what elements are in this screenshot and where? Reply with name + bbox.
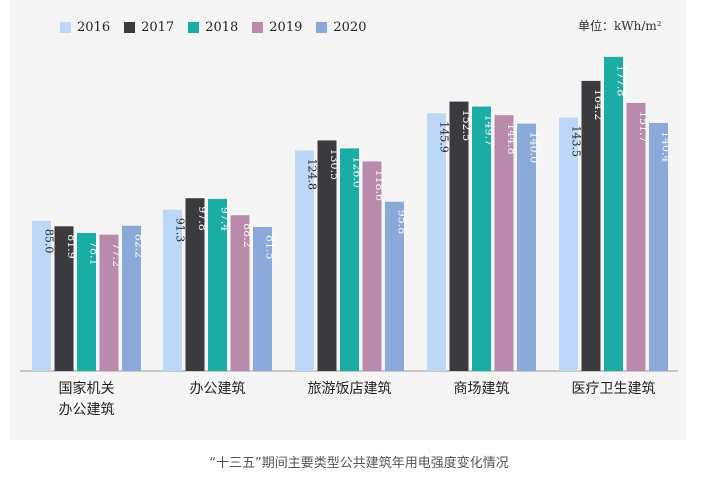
data-label-2020-cat-3: 140.0 [528,132,541,164]
legend: 2016 2017 2018 2019 2020 [60,20,366,35]
bar-2017-cat-2 [317,140,337,371]
legend-swatch-2016 [60,22,71,33]
category-label-0-line-0: 国家机关 [59,380,115,397]
legend-label-2016: 2016 [77,20,111,35]
bar-2017-cat-4 [581,80,601,371]
bar-2017-cat-1 [185,198,205,371]
legend-label-2020: 2020 [333,20,367,35]
unit-label: 单位：kWh/m² [578,19,662,33]
data-label-2016-cat-0: 85.0 [43,229,56,254]
data-label-2018-cat-1: 97.4 [219,207,232,232]
data-label-2019-cat-2: 118.6 [373,169,386,201]
bar-2016-cat-1 [163,209,182,371]
legend-swatch-2018 [188,22,200,33]
data-label-2018-cat-0: 78.1 [88,241,101,265]
bar-2019-cat-3 [494,115,514,371]
legend-label-2017: 2017 [141,20,175,35]
legend-item-2017: 2017 [124,20,174,35]
legend-swatch-2019 [252,22,264,33]
data-label-2018-cat-3: 149.7 [483,115,496,147]
bar-2020-cat-4 [649,122,668,372]
data-label-2016-cat-4: 143.5 [570,125,583,157]
bar-2016-cat-4 [559,117,578,371]
data-label-2020-cat-1: 81.5 [264,235,277,260]
category-label-1: 办公建筑 [190,381,246,397]
data-label-2019-cat-1: 88.2 [241,223,254,248]
legend-label-2019: 2019 [269,20,303,35]
data-label-2017-cat-1: 97.8 [196,206,209,231]
data-label-2018-cat-4: 177.8 [615,65,628,97]
data-label-2020-cat-4: 140.4 [660,131,673,163]
bar-2020-cat-1 [253,227,272,371]
bar-2019-cat-4 [626,102,646,371]
data-label-2016-cat-2: 124.8 [306,159,319,191]
data-label-2019-cat-0: 77.2 [110,243,123,268]
data-label-2019-cat-4: 151.7 [637,111,650,143]
bar-2019-cat-0 [99,234,119,371]
category-label-0-line-1: 办公建筑 [59,402,115,418]
bar-2016-cat-0 [32,220,51,371]
legend-swatch-2017 [124,22,136,33]
data-label-2018-cat-2: 126.0 [351,156,364,188]
legend-item-2019: 2019 [252,20,302,35]
bar-2016-cat-2 [295,150,314,371]
data-label-2017-cat-3: 152.5 [460,110,473,142]
bar-2018-cat-0 [77,233,96,371]
bar-2020-cat-3 [517,123,536,372]
bar-2018-cat-4 [604,56,623,372]
category-label-4: 医疗卫生建筑 [572,381,656,397]
bar-2019-cat-2 [362,161,382,371]
bar-2018-cat-2 [340,148,359,371]
data-label-2020-cat-0: 82.2 [133,234,146,259]
bar-2019-cat-1 [230,215,250,371]
data-label-2017-cat-2: 130.5 [328,148,341,180]
category-label-3: 商场建筑 [454,381,510,397]
legend-swatch-2020 [316,22,328,33]
legend-label-2018: 2018 [205,20,239,35]
figure-caption: “十三五”期间主要类型公共建筑年用电强度变化情况 [209,456,509,471]
data-label-2020-cat-2: 95.8 [396,210,409,235]
category-label-2: 旅游饭店建筑 [308,381,392,397]
data-label-2016-cat-3: 145.9 [438,121,451,153]
data-label-2019-cat-3: 144.8 [505,123,518,155]
bar-2020-cat-2 [385,201,404,371]
bar-2017-cat-0 [54,226,74,371]
bar-2020-cat-0 [122,225,141,371]
bar-2017-cat-3 [449,101,469,371]
legend-item-2016: 2016 [60,20,110,35]
legend-item-2018: 2018 [188,20,238,35]
bar-2016-cat-3 [427,113,446,371]
legend-item-2020: 2020 [316,20,366,35]
data-label-2017-cat-0: 81.9 [65,234,78,259]
bar-2018-cat-3 [472,106,491,371]
data-label-2016-cat-1: 91.3 [174,218,187,243]
bar-2018-cat-1 [208,198,227,371]
data-label-2017-cat-4: 164.2 [592,89,605,121]
